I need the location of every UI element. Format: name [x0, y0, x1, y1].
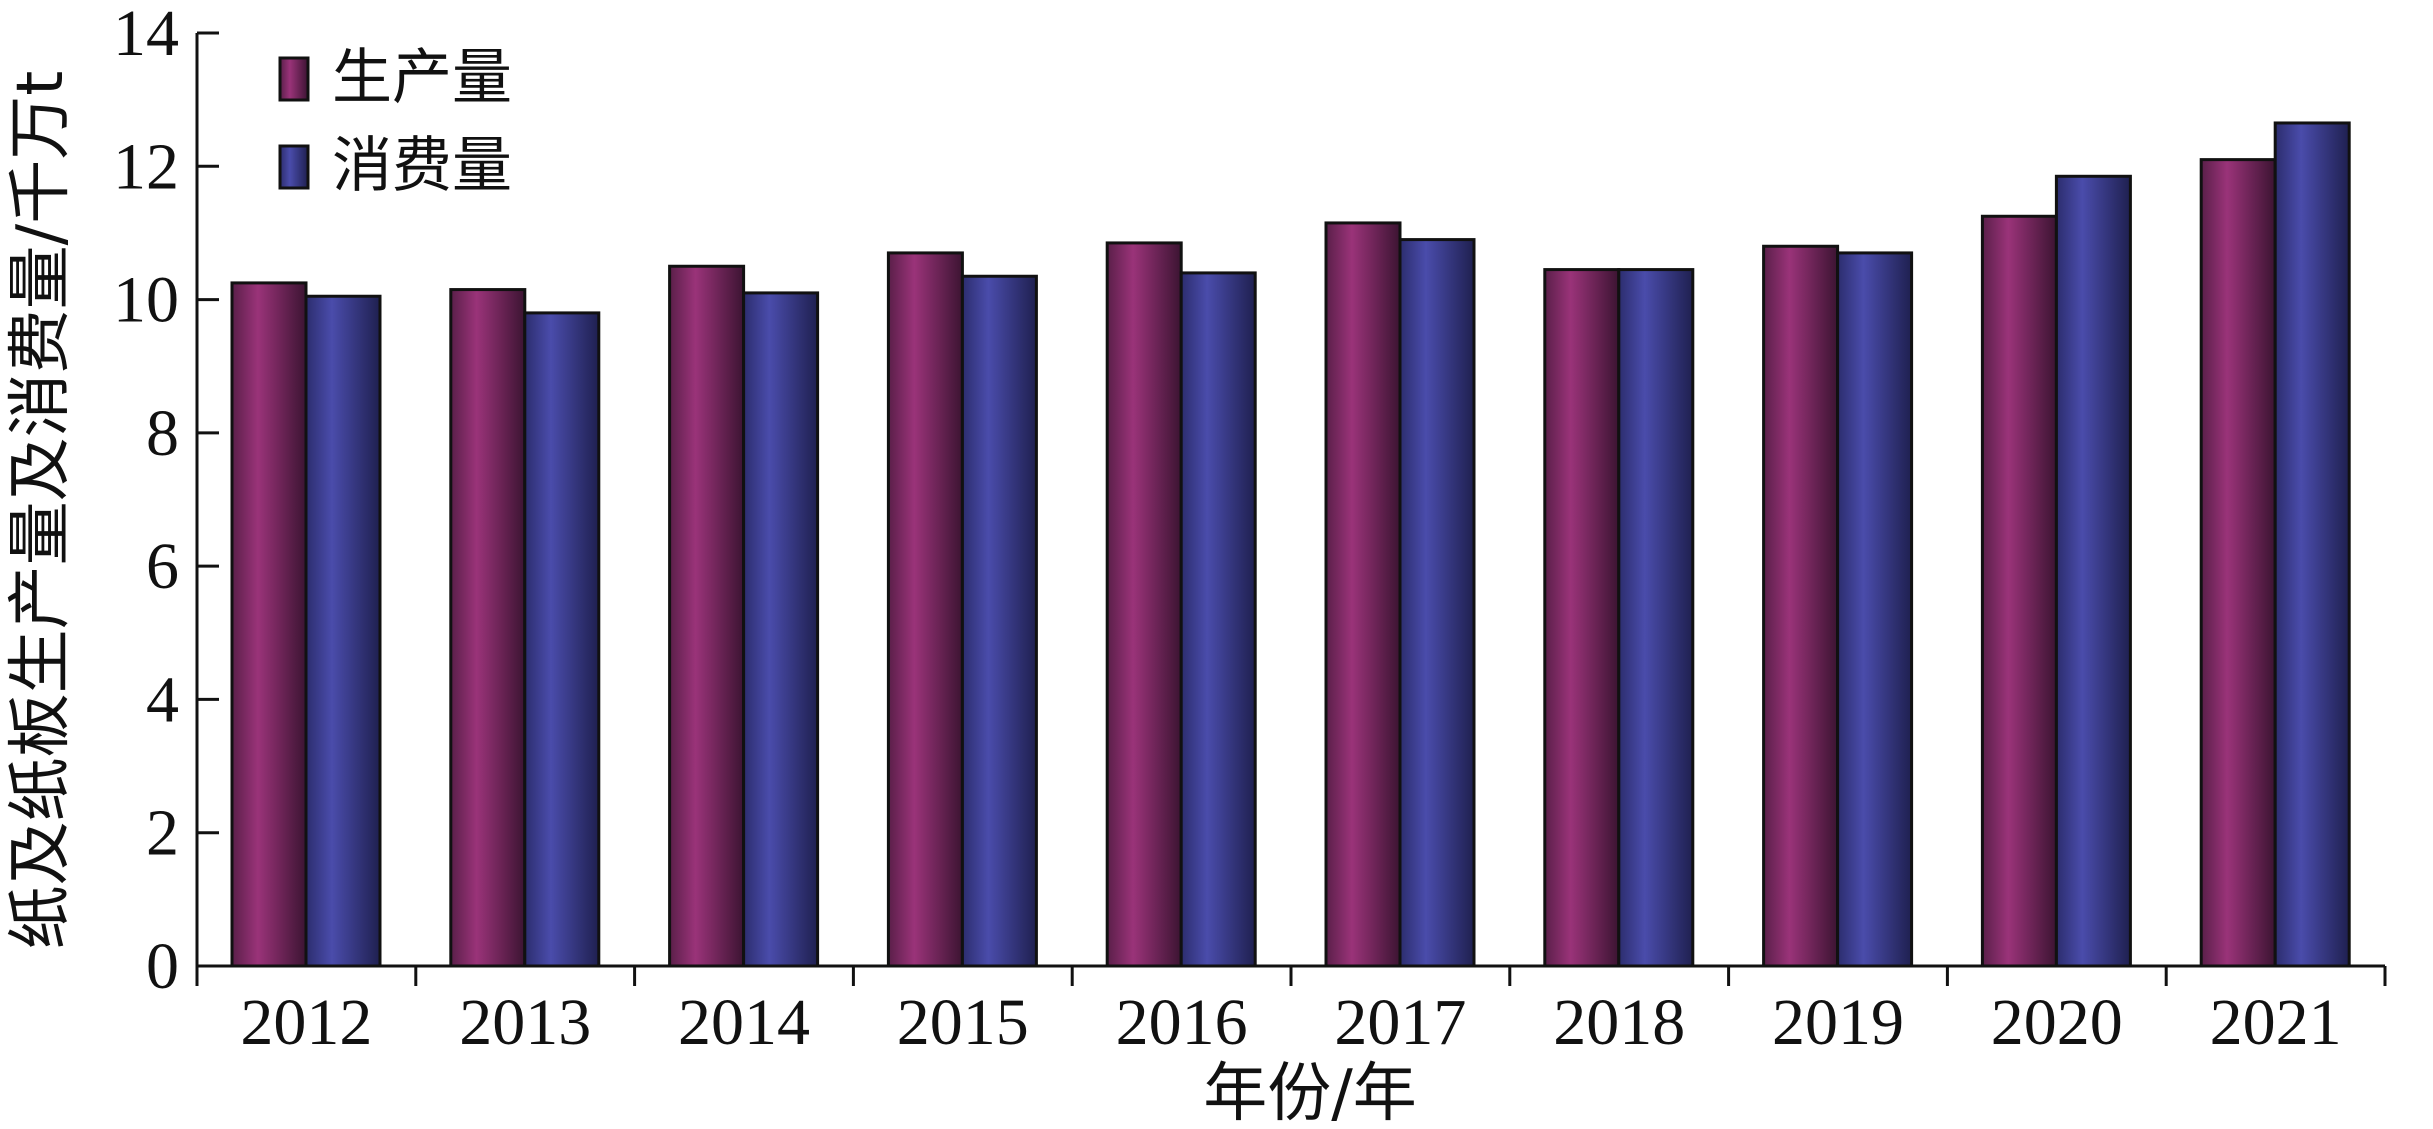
x-tick-label: 2014 — [678, 986, 810, 1059]
y-tick-label: 14 — [113, 0, 179, 70]
bar-consumption-2013 — [523, 311, 601, 968]
legend-swatch-consumption — [278, 144, 310, 190]
bar-consumption-2021 — [2273, 121, 2351, 968]
x-tick-label: 2017 — [1334, 986, 1466, 1059]
bar-production-2019 — [1762, 244, 1840, 968]
x-tick-label: 2021 — [2210, 986, 2342, 1059]
bar-production-2013 — [449, 288, 527, 968]
bar-consumption-2017 — [1398, 238, 1476, 968]
legend-label-consumption: 消费量 — [332, 131, 512, 201]
y-axis-title: 纸及纸板生产量及消费量/千万t — [4, 71, 78, 950]
y-tick-label: 4 — [146, 663, 179, 736]
x-tick-label: 2013 — [459, 986, 591, 1059]
bar-consumption-2016 — [1179, 271, 1257, 968]
bar-consumption-2020 — [2054, 174, 2132, 968]
bar-consumption-2018 — [1617, 268, 1695, 968]
bar-production-2015 — [886, 251, 964, 968]
legend-label-production: 生产量 — [332, 43, 512, 113]
x-axis-title: 年份/年 — [1203, 1057, 1417, 1129]
y-tick-label: 12 — [113, 130, 179, 203]
bar-production-2016 — [1105, 241, 1183, 968]
bar-production-2014 — [668, 264, 746, 968]
y-tick-label: 0 — [146, 930, 179, 1003]
bar-consumption-2012 — [304, 294, 382, 968]
x-tick-label: 2019 — [1772, 986, 1904, 1059]
x-tick-label: 2018 — [1553, 986, 1685, 1059]
x-tick-label: 2020 — [1991, 986, 2123, 1059]
x-tick-label: 2015 — [897, 986, 1029, 1059]
bar-production-2018 — [1543, 268, 1621, 968]
bar-production-2021 — [2199, 158, 2277, 968]
bars-group — [230, 121, 2351, 968]
legend-swatch-production — [278, 56, 310, 102]
y-tick-label: 8 — [146, 397, 179, 470]
bar-consumption-2015 — [960, 274, 1038, 968]
y-tick-label: 2 — [146, 797, 179, 870]
y-tick-label: 6 — [146, 530, 179, 603]
bar-production-2017 — [1324, 221, 1402, 968]
y-tick-label: 10 — [113, 264, 179, 337]
bar-production-2012 — [230, 281, 308, 968]
x-tick-label: 2016 — [1116, 986, 1248, 1059]
bar-production-2020 — [1980, 214, 2058, 968]
bar-consumption-2019 — [1836, 251, 1914, 968]
axes-group: 0 2 4 6 8 10 12 14 2012 2013 2014 2015 2016 2017 2018 2… — [113, 0, 2387, 1059]
x-tick-label: 2012 — [240, 986, 372, 1059]
bar-consumption-2014 — [742, 291, 820, 968]
